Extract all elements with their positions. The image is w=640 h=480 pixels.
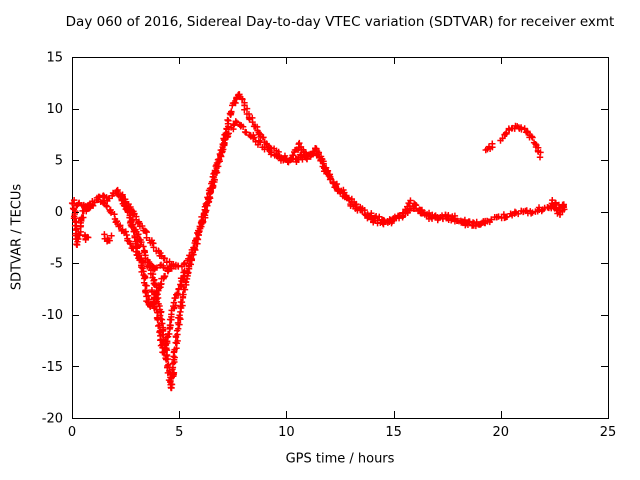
- x-axis-label: GPS time / hours: [285, 451, 395, 467]
